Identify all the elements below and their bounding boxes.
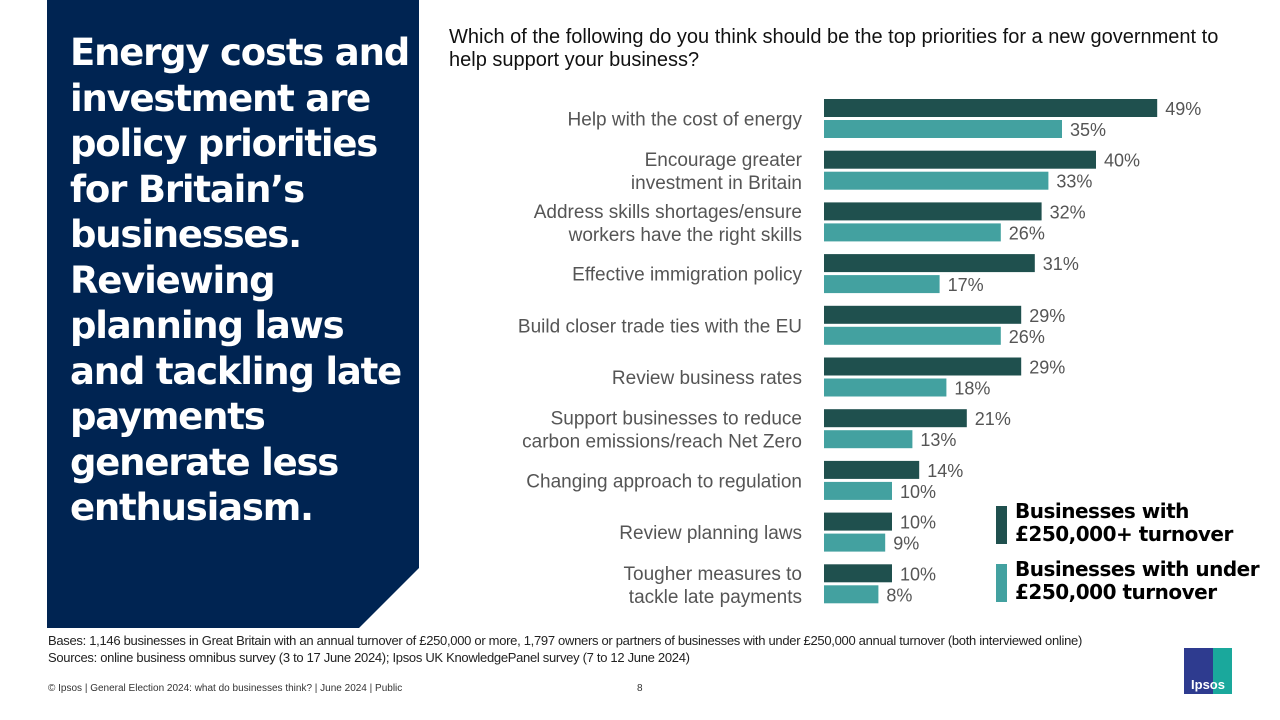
bar	[824, 409, 967, 428]
data-label: 40%	[1104, 151, 1140, 171]
category-label: Tougher measures to	[624, 564, 803, 585]
data-label: 17%	[948, 275, 984, 295]
page-number: 8	[637, 683, 643, 694]
category-label: tackle late payments	[629, 587, 802, 608]
footnotes: Bases: 1,146 businesses in Great Britain…	[48, 632, 1082, 666]
legend-label: £250,000 turnover	[1015, 580, 1217, 604]
bar	[824, 99, 1158, 117]
legend-label: Businesses with under	[1015, 557, 1260, 581]
legend-label: £250,000+ turnover	[1015, 522, 1233, 546]
category-label: investment in Britain	[631, 173, 802, 194]
sources-note: Sources: online business omnibus survey …	[48, 650, 690, 665]
bar	[824, 533, 886, 552]
category-label: Changing approach to regulation	[526, 471, 802, 492]
bar	[824, 512, 892, 531]
category-label: Review business rates	[612, 368, 802, 389]
copyright: © Ipsos | General Election 2024: what do…	[48, 683, 403, 694]
data-label: 9%	[893, 534, 919, 554]
data-label: 10%	[900, 513, 936, 533]
data-label: 13%	[920, 430, 956, 450]
data-label: 29%	[1029, 358, 1065, 378]
data-label: 10%	[900, 482, 936, 502]
data-label: 14%	[927, 461, 963, 481]
legend-swatch	[996, 564, 1007, 602]
category-label: workers have the right skills	[568, 225, 802, 246]
bar	[824, 150, 1096, 169]
headline: Energy costs and investment are policy p…	[70, 31, 410, 529]
category-label: carbon emissions/reach Net Zero	[522, 432, 802, 453]
bar	[824, 430, 913, 449]
category-label: Address skills shortages/ensure	[534, 202, 802, 223]
data-label: 10%	[900, 564, 936, 584]
bar	[824, 202, 1042, 221]
data-label: 33%	[1056, 172, 1092, 192]
data-label: 32%	[1050, 202, 1086, 222]
category-label: Encourage greater	[645, 150, 803, 171]
bar	[824, 171, 1049, 190]
bar	[824, 357, 1022, 376]
data-label: 29%	[1029, 306, 1065, 326]
legend-item-small: Businesses with under £250,000 turnover	[996, 557, 1260, 604]
legend-item-large: Businesses with £250,000+ turnover	[996, 500, 1233, 546]
headline-panel	[47, 0, 419, 628]
chart-question: Which of the following do you think shou…	[449, 26, 1219, 71]
bar	[824, 305, 1022, 324]
bar	[824, 326, 1001, 345]
data-label: 35%	[1070, 120, 1106, 140]
legend-swatch	[996, 506, 1007, 544]
category-label: Review planning laws	[619, 523, 802, 544]
bar	[824, 564, 892, 583]
bar	[824, 481, 892, 500]
data-label: 26%	[1009, 327, 1045, 347]
bar-chart: Help with the cost of energy 49% 35% Encour…	[518, 99, 1201, 608]
bar	[824, 460, 920, 479]
legend-label: Businesses with	[1015, 499, 1189, 523]
data-label: 31%	[1043, 254, 1079, 274]
data-label: 49%	[1165, 99, 1201, 119]
data-label: 18%	[954, 379, 990, 399]
data-label: 26%	[1009, 223, 1045, 243]
category-label: Build closer trade ties with the EU	[518, 316, 802, 337]
bar	[824, 585, 879, 604]
data-label: 21%	[975, 409, 1011, 429]
bar	[824, 223, 1001, 242]
bases-note: Bases: 1,146 businesses in Great Britain…	[48, 633, 1082, 648]
category-label: Support businesses to reduce	[551, 409, 802, 430]
bar	[824, 254, 1035, 273]
bar	[824, 275, 940, 294]
category-label: Help with the cost of energy	[568, 110, 803, 131]
bar	[824, 378, 947, 397]
category-label: Effective immigration policy	[572, 265, 802, 286]
data-label: 8%	[886, 585, 912, 605]
ipsos-logo: Ipsos	[1184, 648, 1232, 694]
bar	[824, 120, 1062, 138]
